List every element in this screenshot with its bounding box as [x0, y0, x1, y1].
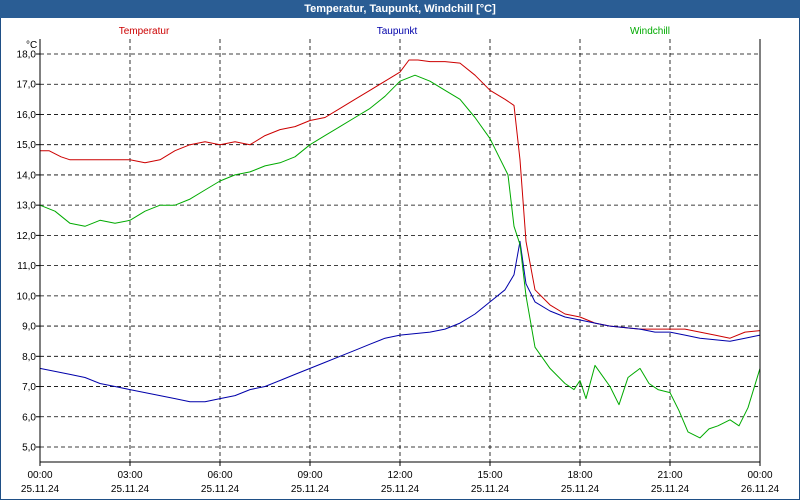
y-tick-label: 12,0: [17, 231, 37, 242]
x-tick-time-label: 12:00: [387, 470, 412, 481]
y-tick-label: 6,0: [22, 412, 36, 423]
x-tick-time-label: 21:00: [657, 470, 682, 481]
x-tick-time-label: 09:00: [297, 470, 322, 481]
y-tick-label: 11,0: [17, 261, 36, 272]
x-tick-date-label: 25.11.24: [291, 484, 330, 495]
y-tick-label: 15,0: [17, 140, 37, 151]
y-tick-label: 13,0: [17, 201, 37, 212]
chart-title: Temperatur, Taupunkt, Windchill [°C]: [0, 0, 800, 18]
y-tick-label: 18,0: [17, 50, 37, 61]
legend-temperatur: Temperatur: [119, 26, 170, 37]
x-tick-labels: 00:00 25.11.24 03:00 25.11.24 06:00 25.11.24 0…: [21, 470, 780, 495]
y-axis-unit-label: °C: [26, 40, 37, 51]
x-tick-date-label: 25.11.24: [201, 484, 240, 495]
y-tick-label: 14,0: [17, 170, 37, 181]
y-tick-label: 10,0: [17, 291, 37, 302]
x-tick-date-label: 25.11.24: [21, 484, 60, 495]
grid-lines: [36, 39, 761, 466]
x-tick-date-label: 25.11.24: [381, 484, 420, 495]
x-tick-date-label: 25.11.24: [561, 484, 600, 495]
x-tick-time-label: 15:00: [477, 470, 502, 481]
y-tick-label: 16,0: [17, 110, 37, 121]
legend-windchill: Windchill: [630, 26, 670, 37]
x-tick-time-label: 00:00: [27, 470, 52, 481]
x-tick-time-label: 18:00: [567, 470, 592, 481]
y-tick-label: 8,0: [22, 352, 36, 363]
x-tick-time-label: 00:00: [747, 470, 772, 481]
y-tick-labels: 5,0 6,0 7,0 8,0 9,0 10,0 11,0 12,0 13,0 14,0 15,0 1…: [17, 50, 37, 454]
series-line-windchill: [39, 74, 761, 439]
y-tick-label: 5,0: [22, 443, 36, 454]
x-tick-date-label: 26.11.24: [741, 484, 780, 495]
legend-taupunkt: Taupunkt: [377, 26, 418, 37]
x-tick-time-label: 06:00: [207, 470, 232, 481]
series-lines: [39, 59, 761, 439]
x-tick-time-label: 03:00: [117, 470, 142, 481]
x-tick-date-label: 25.11.24: [651, 484, 690, 495]
series-line-taupunkt: [39, 240, 761, 403]
x-tick-date-label: 25.11.24: [111, 484, 150, 495]
y-tick-label: 7,0: [22, 382, 36, 393]
y-tick-label: 17,0: [17, 80, 37, 91]
y-tick-label: 9,0: [22, 322, 36, 333]
x-tick-date-label: 25.11.24: [471, 484, 510, 495]
